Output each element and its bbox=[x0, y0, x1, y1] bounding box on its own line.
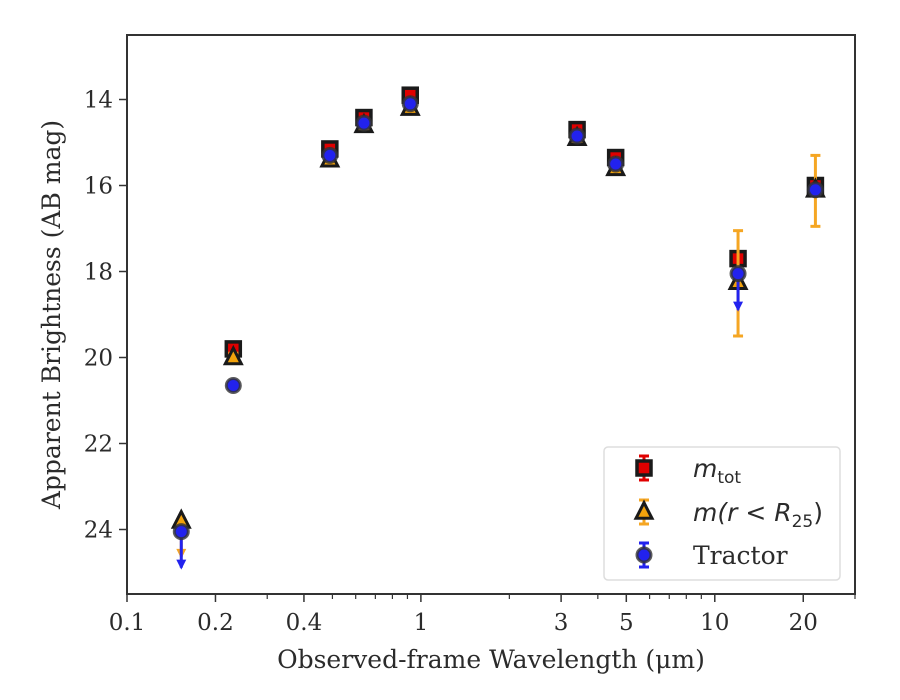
legend-marker-mr25 bbox=[633, 499, 655, 520]
y-axis-label: Apparent Brightness (AB mag) bbox=[37, 120, 66, 510]
point-mr25 bbox=[222, 344, 244, 366]
x-tick-label: 1 bbox=[414, 610, 429, 636]
y-tick-label: 18 bbox=[84, 260, 113, 286]
legend-label-main: m(r < R bbox=[693, 498, 792, 527]
point-tractor bbox=[729, 265, 747, 283]
x-tick-label: 20 bbox=[789, 610, 818, 636]
x-tick-label: 0.4 bbox=[286, 610, 323, 636]
legend-marker-mtot bbox=[635, 459, 653, 477]
y-tick-label: 16 bbox=[84, 174, 113, 200]
series-mtot bbox=[224, 86, 825, 358]
upper-limit-arrow-head bbox=[733, 301, 744, 312]
y-tick-label: 24 bbox=[84, 518, 113, 544]
x-tick-label: 0.1 bbox=[109, 610, 146, 636]
legend-box bbox=[603, 446, 841, 581]
legend-label-mtot: mtot bbox=[693, 454, 741, 488]
upper-limit-arrow-head bbox=[176, 559, 187, 570]
legend-label-mr25: m(r < R25) bbox=[693, 498, 823, 532]
point-tractor bbox=[607, 155, 625, 173]
series-tractor bbox=[172, 95, 824, 570]
x-tick-label: 5 bbox=[619, 610, 634, 636]
y-tick-label: 22 bbox=[84, 432, 113, 458]
y-tick-label: 20 bbox=[84, 346, 113, 372]
chart-legend: mtot m(r < R25) Tractor bbox=[603, 446, 841, 581]
legend-label-subscript: tot bbox=[717, 468, 741, 488]
x-tick-label: 10 bbox=[700, 610, 729, 636]
x-axis-label: Observed-frame Wavelength (μm) bbox=[277, 645, 705, 674]
point-tractor bbox=[355, 114, 373, 132]
legend-label-subscript: 25 bbox=[792, 512, 814, 532]
point-tractor bbox=[806, 181, 824, 199]
point-tractor bbox=[321, 146, 339, 164]
legend-marker-tractor bbox=[635, 546, 653, 564]
legend-label-tractor: Tractor bbox=[693, 541, 788, 570]
point-tractor bbox=[401, 95, 419, 113]
point-tractor bbox=[172, 523, 190, 541]
plot-frame bbox=[126, 34, 856, 595]
x-tick-label: 3 bbox=[554, 610, 569, 636]
y-tick-label: 14 bbox=[84, 88, 113, 114]
point-tractor bbox=[224, 376, 242, 394]
chart-marks bbox=[170, 86, 826, 570]
chart-axes: 0.1 0.2 0.4 1 3 5 10 20 14 16 18 20 22 24 bbox=[84, 88, 856, 636]
legend-label-end: ) bbox=[813, 498, 823, 527]
legend-label-main: Tractor bbox=[693, 541, 788, 570]
x-tick-label: 0.2 bbox=[197, 610, 234, 636]
point-tractor bbox=[568, 127, 586, 145]
legend-label-main: m bbox=[693, 454, 717, 483]
